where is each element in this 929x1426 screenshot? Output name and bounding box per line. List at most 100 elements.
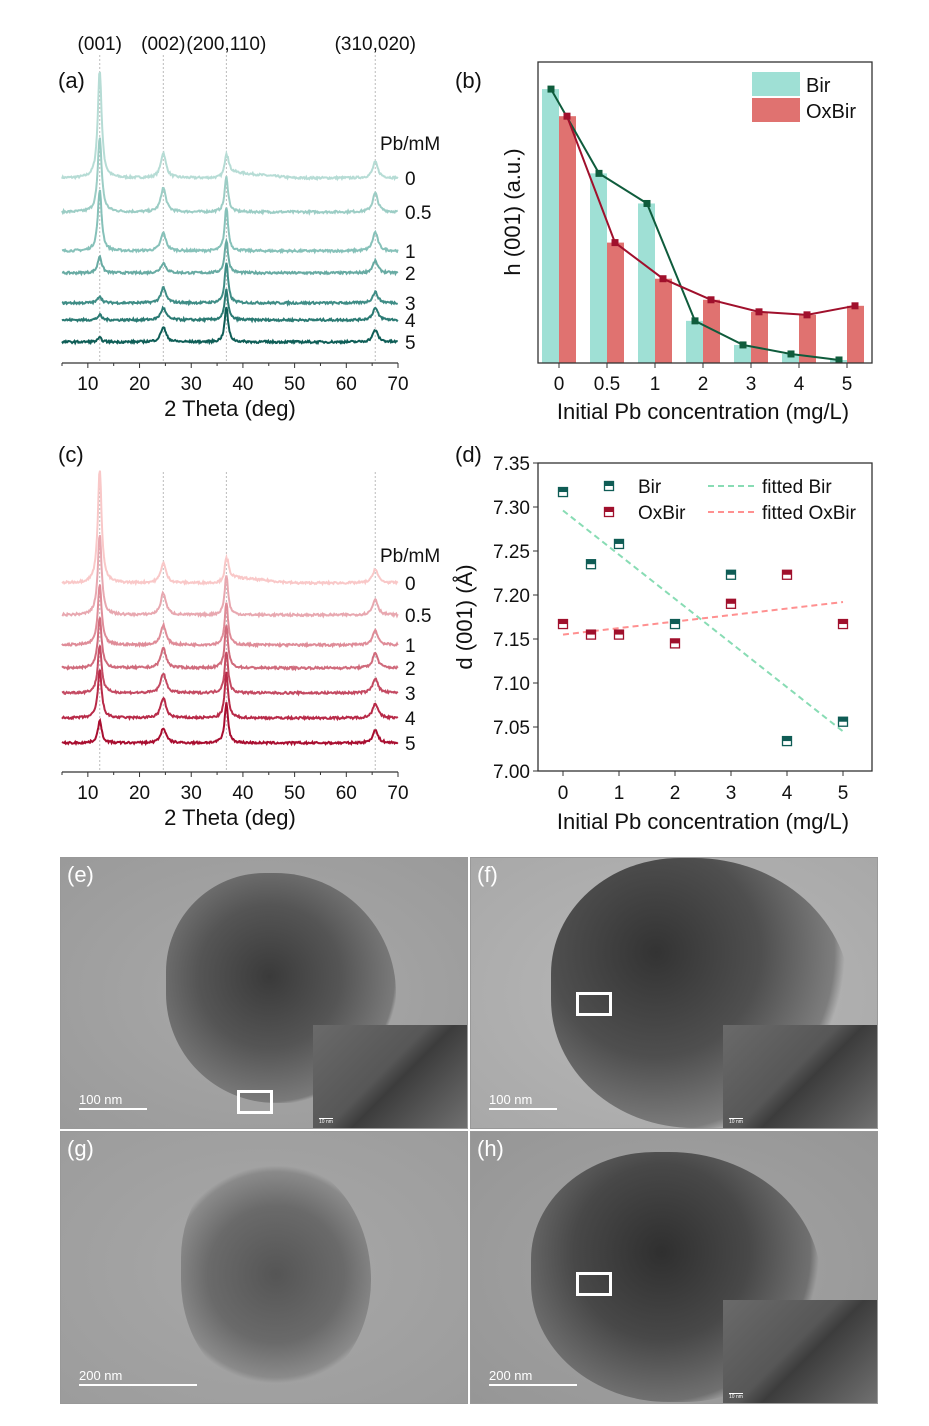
panel-label: (g) xyxy=(67,1136,94,1161)
legend-label: fitted OxBir xyxy=(762,503,857,524)
legend-label: Bir xyxy=(638,477,662,498)
y-tick-label: 7.10 xyxy=(493,674,530,695)
scale-bar xyxy=(79,1384,197,1386)
x-tick-label: 3 xyxy=(726,783,737,804)
bar-OxBir xyxy=(607,242,624,363)
bar-OxBir xyxy=(847,305,864,363)
bar-Bir xyxy=(542,89,559,363)
x-tick-label: 10 xyxy=(77,374,98,395)
panel-a-xrd-bir: (a) Pb/mM 2 Theta (deg) (001) (002) (200,1… xyxy=(58,34,440,421)
data-point-OxBir-fill xyxy=(782,570,792,575)
bar-OxBir xyxy=(559,116,576,364)
trace-label: 2 xyxy=(405,264,416,285)
x-tick-label: 30 xyxy=(181,374,202,395)
trace-label: 3 xyxy=(405,294,416,315)
plot-frame xyxy=(537,61,873,364)
x-tick-label: 10 xyxy=(77,783,98,804)
xrd-trace-2 xyxy=(61,617,399,672)
xrd-trace-4 xyxy=(61,288,399,324)
data-point-Bir-fill xyxy=(838,717,848,722)
x-axis-label: 2 Theta (deg) xyxy=(164,805,296,830)
legend-swatch xyxy=(752,72,800,96)
x-tick-label: 70 xyxy=(387,783,408,804)
x-tick-label: 1 xyxy=(614,783,625,804)
x-tick-label: 40 xyxy=(232,783,253,804)
data-point-Bir-fill xyxy=(782,736,792,742)
x-tick-label: 50 xyxy=(284,374,305,395)
data-point-Bir-fill xyxy=(614,539,624,544)
bar-Bir xyxy=(638,203,655,363)
data-point xyxy=(659,275,667,283)
selection-box xyxy=(237,1090,273,1114)
trace-label: 1 xyxy=(405,242,416,263)
bar-OxBir xyxy=(703,299,720,363)
panel-label: (a) xyxy=(58,68,85,93)
panel-c-xrd-oxbir: (c) Pb/mM 2 Theta (deg) 10 20 30 40 50 60 70 0 0… xyxy=(58,442,440,830)
inset-scale-label: 10 nm xyxy=(729,1118,743,1125)
tem-image-f: (f) 100 nm 10 nm xyxy=(470,857,878,1129)
fit-line xyxy=(562,601,844,636)
legend-marker-fill xyxy=(604,481,614,486)
trace-label: 4 xyxy=(405,311,416,332)
x-axis-label: Initial Pb concentration (mg/L) xyxy=(557,399,849,424)
x-tick-label: 3 xyxy=(746,374,757,395)
x-tick-label: 20 xyxy=(129,783,150,804)
trace-label: 0 xyxy=(405,574,416,595)
inset-scale-label: 10 nm xyxy=(319,1118,333,1125)
xrd-trace-2 xyxy=(61,237,399,277)
xrd-trace-3 xyxy=(61,645,399,697)
data-point-OxBir-fill xyxy=(586,630,596,635)
peak-label: (001) xyxy=(78,34,122,55)
bar-Bir xyxy=(782,353,799,363)
bar-OxBir xyxy=(751,311,768,363)
data-point-Bir-fill xyxy=(726,570,736,575)
panel-label: (e) xyxy=(67,862,94,887)
y-tick-label: 7.00 xyxy=(493,762,530,783)
scale-bar xyxy=(489,1384,577,1386)
xrd-trace-1 xyxy=(61,189,399,255)
bar-Bir xyxy=(686,320,703,363)
y-tick-label: 7.15 xyxy=(493,630,530,651)
data-point xyxy=(691,317,699,325)
scale-bar-label: 100 nm xyxy=(489,1092,533,1107)
legend-marker-fill xyxy=(604,507,614,512)
data-point-Bir-fill xyxy=(586,559,596,565)
x-tick-label: 30 xyxy=(181,783,202,804)
xrd-trace-0.5 xyxy=(61,534,399,619)
y-tick-label: 7.05 xyxy=(493,718,530,739)
legend-label: Bir xyxy=(806,75,831,97)
peak-label: (310,020) xyxy=(335,34,416,55)
data-point xyxy=(851,302,859,310)
data-point-OxBir-fill xyxy=(838,619,848,625)
legend-title: Pb/mM xyxy=(380,546,440,567)
x-tick-label: 4 xyxy=(782,783,793,804)
x-tick-label: 60 xyxy=(336,783,357,804)
legend-label: fitted Bir xyxy=(762,477,832,498)
x-tick-label: 70 xyxy=(387,374,408,395)
data-point xyxy=(563,112,571,120)
trace-label: 0 xyxy=(405,169,416,190)
xrd-trace-5 xyxy=(61,702,399,747)
bar-OxBir xyxy=(799,314,816,363)
particle xyxy=(181,1157,371,1392)
trace-label: 4 xyxy=(405,709,416,730)
legend-label: OxBir xyxy=(638,503,686,524)
panel-label: (b) xyxy=(455,68,482,93)
bar-Bir xyxy=(734,344,751,363)
y-axis-label: d (001) (Å) xyxy=(452,564,477,669)
panel-d-scatter: (d) d (001) (Å) Initial Pb concentration… xyxy=(452,442,873,834)
x-tick-label: 2 xyxy=(698,374,709,395)
xrd-trace-0 xyxy=(61,470,399,587)
panel-b-bar-chart: (b) h (001) (a.u.) Initial Pb concentrat… xyxy=(455,61,873,424)
tem-image-e: (e) 100 nm 10 nm xyxy=(60,857,468,1129)
xrd-trace-4 xyxy=(61,669,399,722)
trace-label: 5 xyxy=(405,333,416,354)
data-point-OxBir-fill xyxy=(558,619,568,625)
trace-label: 5 xyxy=(405,734,416,755)
data-point-Bir-fill xyxy=(670,619,680,625)
x-tick-label: 1 xyxy=(650,374,661,395)
legend-label: OxBir xyxy=(806,101,856,123)
bar-Bir xyxy=(590,173,607,363)
scale-bar xyxy=(489,1108,557,1110)
xrd-trace-1 xyxy=(61,584,399,649)
